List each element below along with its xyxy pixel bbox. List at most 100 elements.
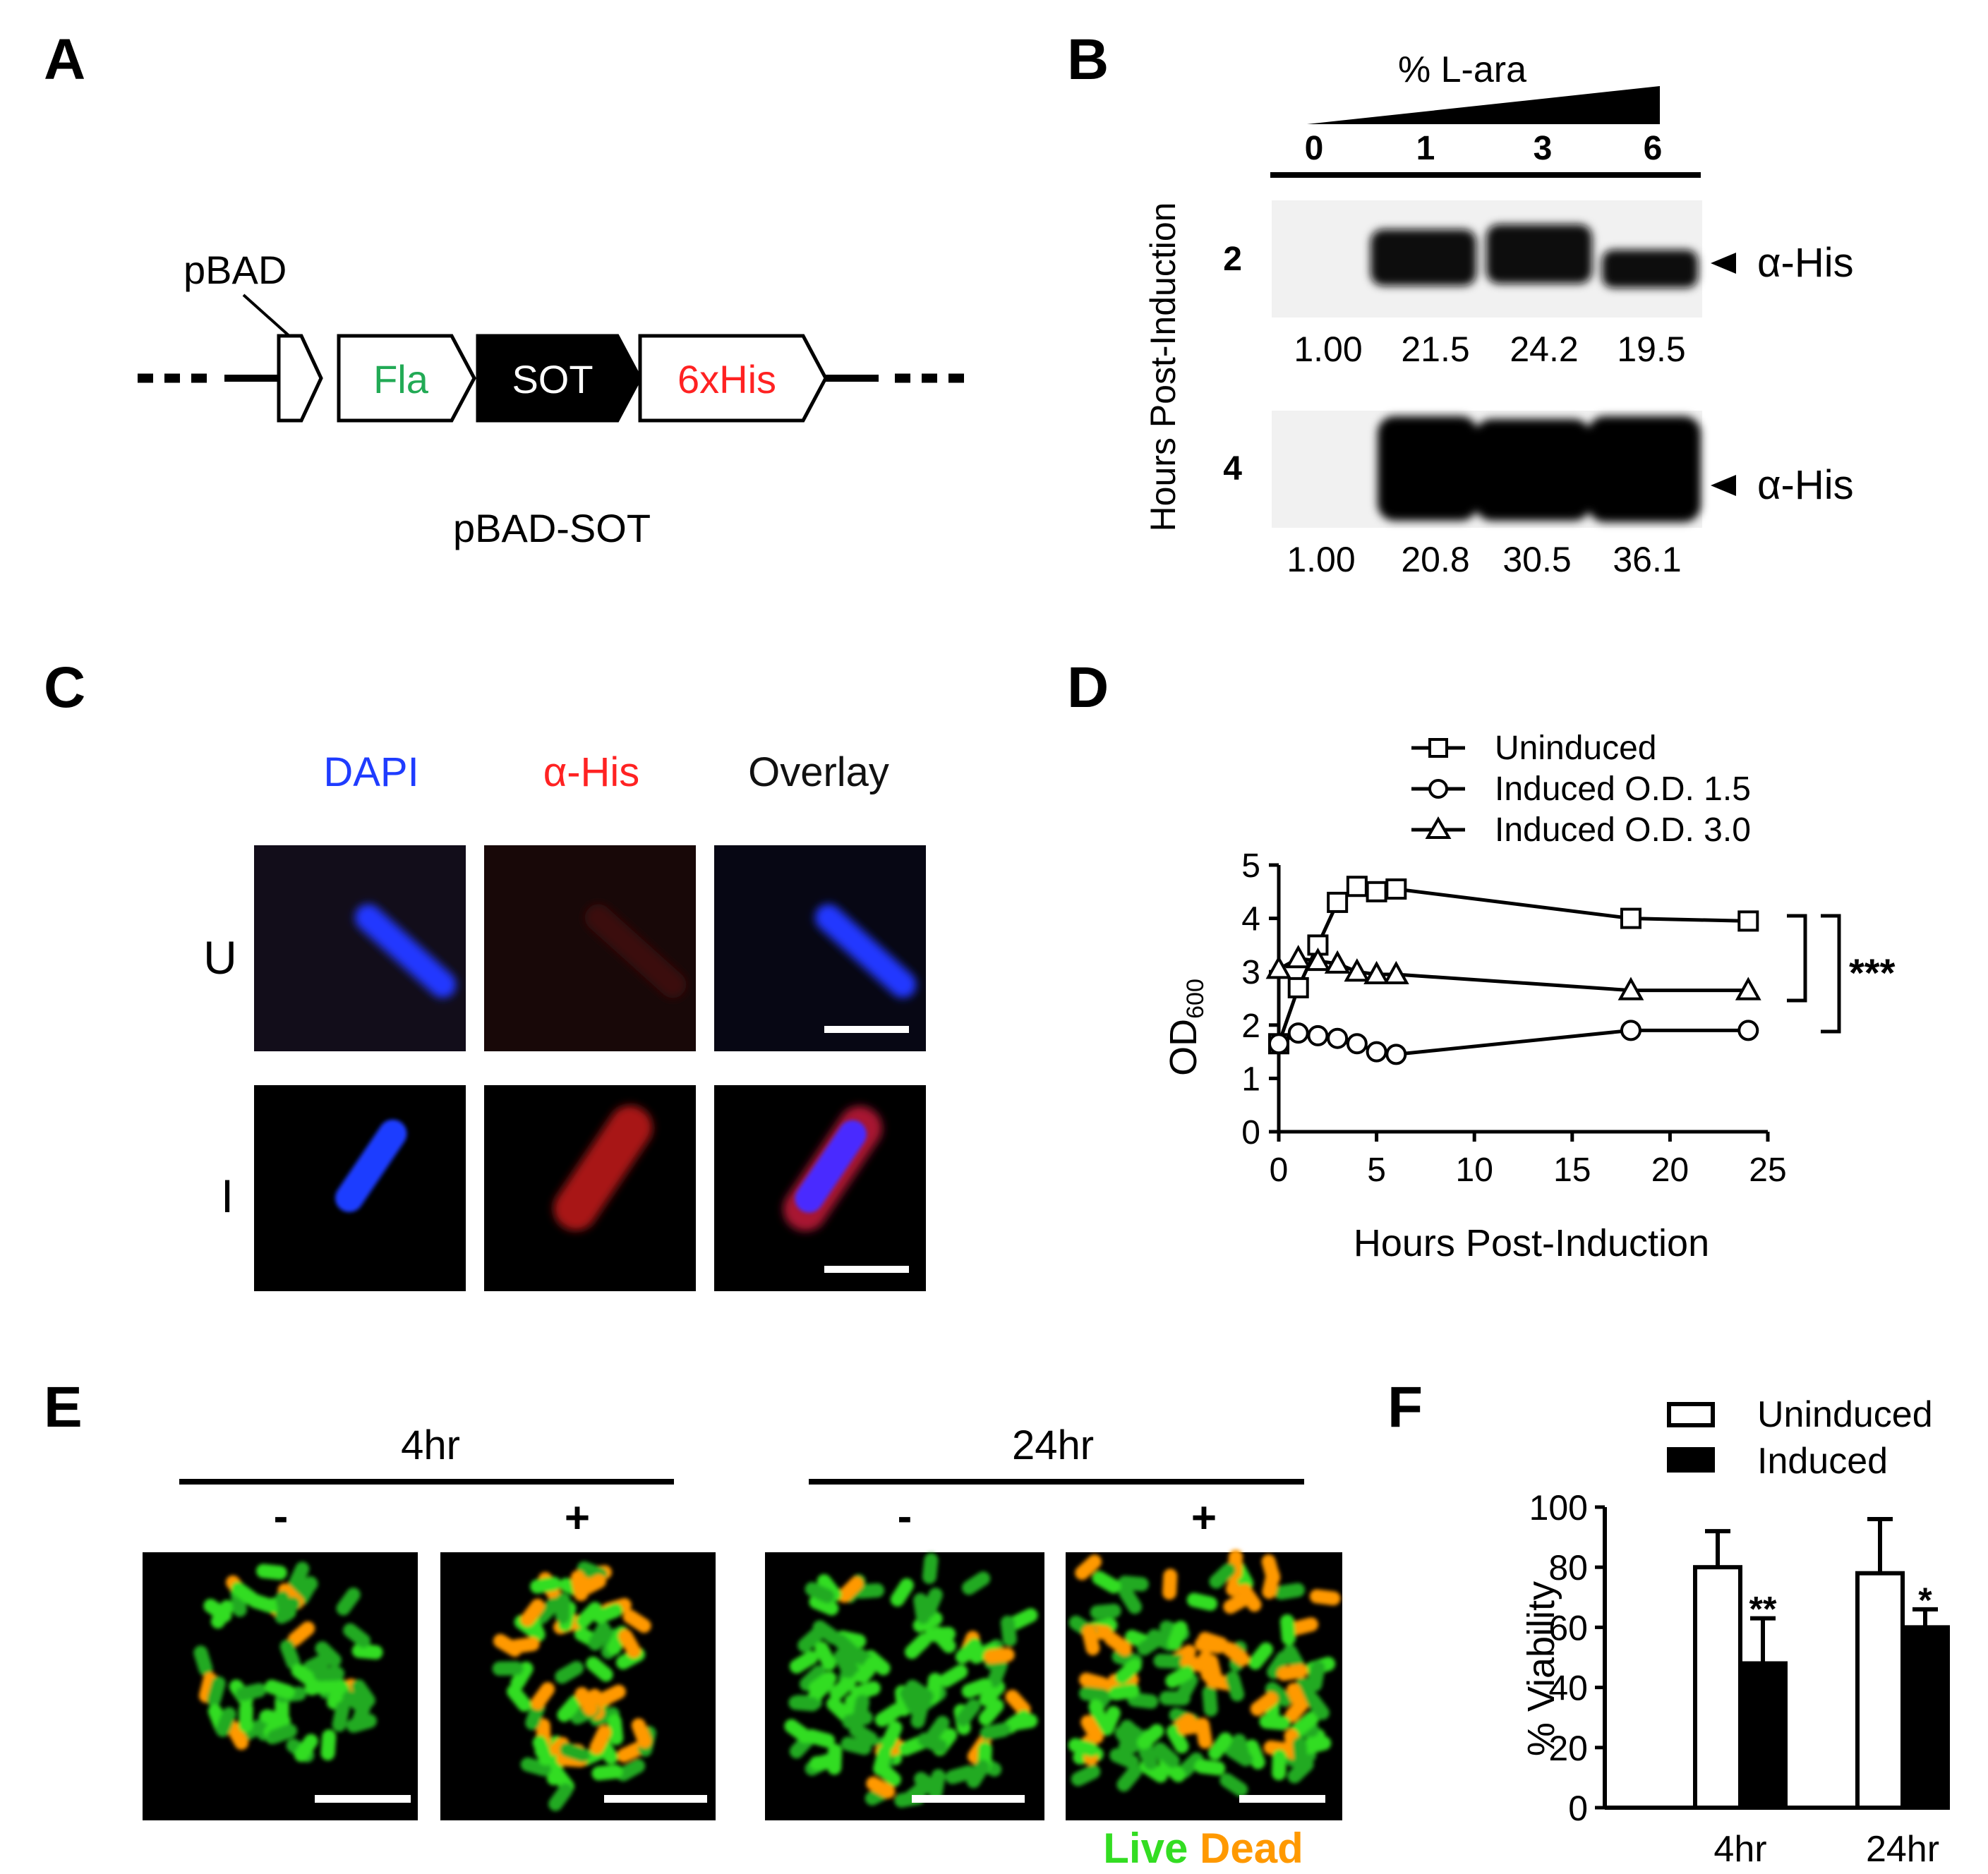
data-point-square: [1366, 881, 1387, 902]
band-2hr-lane-1: [1370, 229, 1476, 286]
data-point-square: [1737, 910, 1759, 932]
data-point-circle: [1307, 1024, 1329, 1046]
live-cell: [313, 1667, 345, 1681]
live-cell: [315, 1641, 342, 1667]
data-point-square: [1620, 907, 1641, 929]
y-tick-label: 5: [1241, 847, 1260, 885]
live-cell: [1202, 1685, 1218, 1717]
live-cell: [969, 1642, 999, 1664]
live-cell: [1305, 1692, 1330, 1720]
live-cell: [1137, 1724, 1164, 1750]
live-cell: [788, 1695, 820, 1712]
blot-4hr-arrowhead: [1711, 475, 1736, 496]
panel-e: E 4hr - + 24hr - + Live Dead: [44, 1375, 1342, 1872]
dead-cell: [287, 1621, 315, 1647]
live-cell: [231, 1581, 259, 1606]
column-dapi: DAPI: [323, 749, 418, 795]
live-cell: [1292, 1736, 1308, 1768]
panel-f-letter: F: [1387, 1375, 1423, 1439]
live-cell: [557, 1695, 583, 1722]
live-cell: [1008, 1608, 1038, 1630]
live-cell: [351, 1643, 383, 1660]
live-cell: [235, 1683, 267, 1701]
x-tick-label: 10: [1456, 1151, 1493, 1189]
dead-cell: [1287, 1683, 1308, 1712]
legend-uninduced: Uninduced: [1495, 730, 1657, 767]
live-cell: [530, 1576, 561, 1594]
live-cell: [267, 1724, 298, 1744]
panel-e-letter: E: [44, 1375, 83, 1439]
live-cell: [1090, 1604, 1121, 1620]
dead-cell: [1287, 1617, 1319, 1636]
live-cell: [955, 1638, 982, 1664]
column-overlay: Overlay: [748, 749, 889, 795]
live-cell: [809, 1595, 839, 1616]
y-tick-label: 3: [1241, 954, 1260, 991]
live-cell: [1207, 1732, 1233, 1760]
band-4hr-lane-1: [1378, 416, 1478, 521]
live-cell: [342, 1691, 371, 1715]
live-cell: [1300, 1736, 1332, 1755]
live-cell: [850, 1681, 881, 1700]
scale-bar-i: [824, 1266, 909, 1273]
live-cell: [1167, 1621, 1188, 1651]
live-cell: [841, 1736, 872, 1755]
y-tick-label: 4: [1241, 901, 1260, 938]
live-cell: [987, 1657, 1008, 1688]
construct-label: pBAD-SOT: [453, 506, 651, 550]
quant-4hr-3: 30.5: [1502, 540, 1571, 579]
live-cell: [534, 1597, 561, 1624]
legend-marker-square: [1428, 738, 1448, 758]
y-tick-label: 60: [1548, 1608, 1588, 1648]
live-cell: [849, 1723, 878, 1746]
live-cell: [800, 1665, 826, 1691]
live-cell: [591, 1764, 623, 1781]
dead-cell: [1277, 1664, 1308, 1681]
live-cell: [616, 1758, 646, 1782]
data-point-triangle: [1324, 950, 1351, 974]
blot-time-4: 4: [1223, 450, 1242, 488]
dead-cell: [1222, 1641, 1250, 1667]
data-point-circle: [1737, 1020, 1759, 1041]
data-point-square: [1287, 977, 1309, 998]
data-point-triangle: [1305, 947, 1331, 972]
y-tick-label: 0: [1241, 1114, 1260, 1151]
live-cell: [928, 1769, 946, 1800]
x-tick-label: 15: [1553, 1151, 1591, 1189]
data-point-circle: [1346, 1033, 1368, 1055]
dead-cell: [866, 1776, 896, 1799]
live-cell: [924, 1626, 956, 1643]
dead-cell: [618, 1628, 641, 1658]
panel-b: B % L-ara 0 1 3 6 Hours Post-Induction 2…: [1067, 28, 1854, 579]
live-cell: [1165, 1665, 1195, 1688]
live-cell: [809, 1754, 841, 1771]
live-cell: [804, 1729, 836, 1748]
live-cell: [532, 1735, 553, 1766]
live-cell: [961, 1678, 992, 1698]
legend-f-uninduced: Uninduced: [1757, 1394, 1933, 1435]
live-cell: [1159, 1691, 1191, 1706]
cond-24hr-minus: -: [898, 1492, 912, 1541]
bar-induced-4hr: [1738, 1661, 1788, 1810]
live-cell: [336, 1588, 361, 1616]
live-cell: [808, 1676, 835, 1703]
live-cell: [890, 1578, 914, 1607]
panel-d-letter: D: [1067, 655, 1109, 720]
blot-4hr-bands: [1378, 416, 1701, 522]
live-cell: [1267, 1650, 1291, 1679]
live-cell: [903, 1779, 932, 1805]
dead-cell: [631, 1718, 652, 1748]
data-point-square: [1346, 876, 1368, 897]
live-cell: [492, 1661, 524, 1676]
dead-cell: [570, 1570, 589, 1602]
lane-label-0: 0: [1305, 130, 1324, 167]
live-cell: [1194, 1759, 1226, 1776]
significance-f: **: [1749, 1590, 1777, 1629]
scale-bar-e2: [604, 1795, 707, 1803]
od-axis-label: OD600: [1162, 979, 1209, 1076]
dead-cell: [1005, 1689, 1031, 1717]
live-cell: [332, 1700, 350, 1732]
live-cell: [607, 1714, 624, 1746]
panel-c-letter: C: [44, 655, 85, 720]
blot-2hr-arrowhead: [1711, 253, 1736, 274]
